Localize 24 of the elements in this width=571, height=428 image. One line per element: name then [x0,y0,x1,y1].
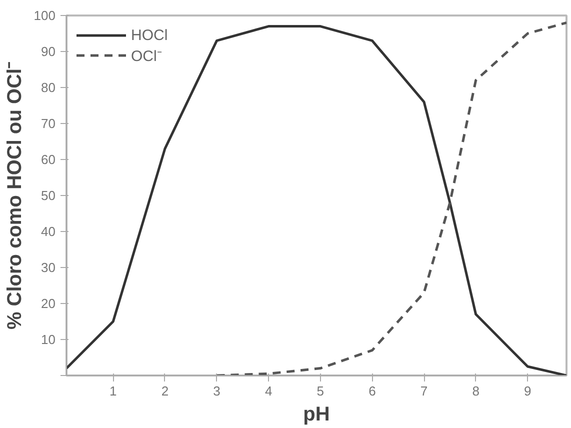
legend-label: OCl⁻ [131,47,162,65]
x-tick-label: 5 [316,384,324,398]
y-tick-label: 10 [41,332,56,347]
y-tick-label: 20 [41,296,56,311]
x-tick-label: 7 [420,384,428,398]
y-tick-label: 50 [41,188,56,203]
x-tick-label: 2 [161,384,169,398]
x-tick-label: 8 [472,384,480,398]
x-axis-title: pH [303,404,330,426]
y-tick-label: 30 [41,260,56,275]
y-tick-label: 40 [41,224,56,239]
x-tick-label: 6 [368,384,376,398]
x-tick-label: 9 [524,384,532,398]
y-tick-label: 60 [41,152,56,167]
x-tick-label: 1 [110,384,117,398]
x-tick-label: 4 [264,384,272,398]
y-tick-label: 70 [41,116,56,131]
y-axis-title: % Cloro como HOCl ou OCl⁻ [4,61,26,330]
legend-label: HOCl [131,26,168,44]
y-tick-label: 100 [34,8,56,23]
x-tick-label: 3 [213,384,220,398]
y-tick-label: 90 [41,44,56,59]
y-tick-label: 80 [41,80,56,95]
line-series [216,21,566,376]
